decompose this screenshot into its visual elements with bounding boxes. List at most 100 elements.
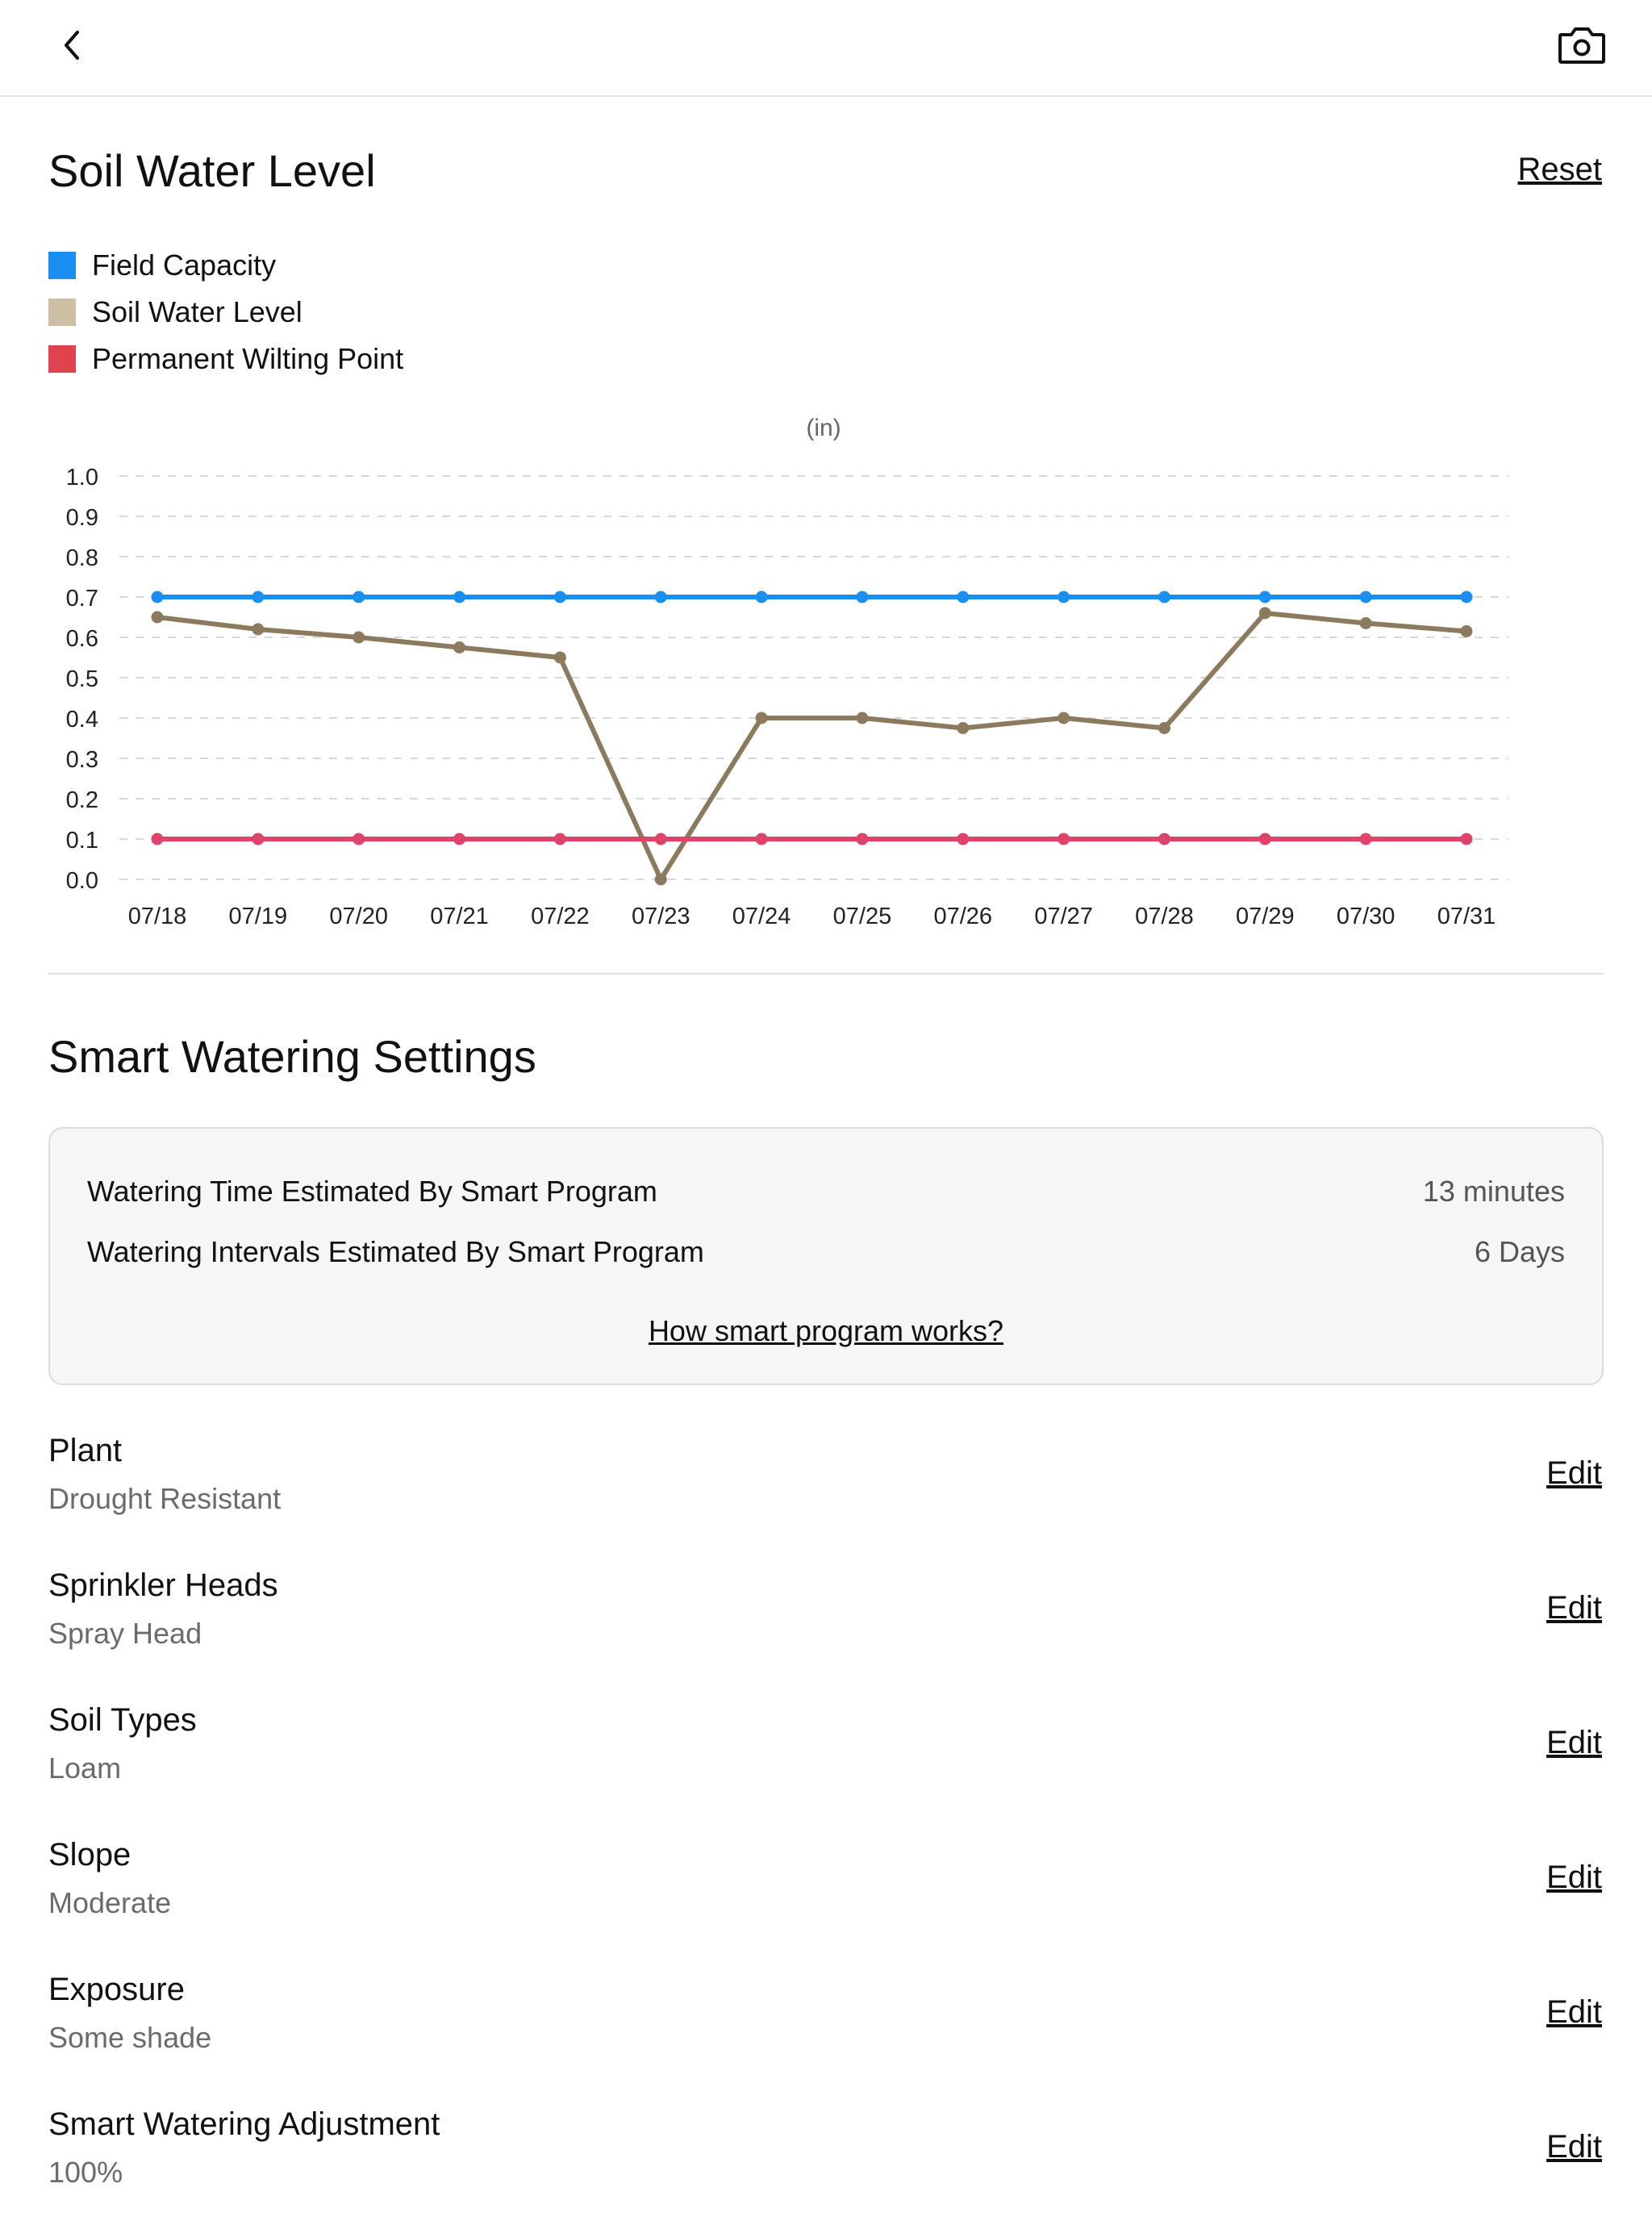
setting-sprinkler-heads: Sprinkler Heads Spray Head Edit [48, 1569, 1604, 1682]
x-tick-label: 07/31 [1437, 904, 1496, 928]
y-tick-label: 0.8 [66, 545, 98, 571]
data-point-field-capacity [151, 591, 164, 603]
data-point-field-capacity [1359, 591, 1372, 603]
y-tick-label: 0.3 [66, 747, 98, 773]
top-bar [0, 0, 1652, 97]
data-point-field-capacity [755, 591, 768, 603]
data-point-soil-water-level [1158, 722, 1170, 734]
data-point-soil-water-level [1058, 712, 1070, 724]
x-tick-label: 07/25 [833, 904, 892, 928]
back-button[interactable] [48, 21, 97, 69]
watering-interval-label: Watering Intervals Estimated By Smart Pr… [87, 1235, 704, 1268]
data-point-soil-water-level [856, 712, 869, 724]
legend-item-permanent-wilting-point: Permanent Wilting Point [48, 336, 403, 382]
x-tick-label: 07/21 [430, 904, 489, 928]
setting-soil-types: Soil Types Loam Edit [48, 1704, 1604, 1817]
data-point-field-capacity [654, 591, 667, 603]
data-point-soil-water-level [957, 722, 970, 734]
watering-interval-value: 6 Days [1474, 1235, 1565, 1268]
legend-label: Field Capacity [92, 248, 277, 282]
data-point-soil-water-level [654, 873, 667, 886]
setting-value: Loam [48, 1751, 122, 1785]
soil-water-chart: (in) 0.0 0.1 0.2 0.3 0.4 0.5 0.6 0.7 0.8 0.9 1.0 07/… [66, 415, 1508, 928]
setting-title: Soil Types [48, 1702, 197, 1738]
setting-smart-watering-adjustment: Smart Watering Adjustment 100% Edit [48, 2108, 1604, 2221]
data-point-permanent-wilting-point [252, 833, 265, 845]
x-tick-label: 07/27 [1034, 904, 1093, 928]
camera-icon[interactable] [1557, 25, 1607, 65]
legend-label: Soil Water Level [92, 295, 302, 328]
setting-value: Moderate [48, 1886, 172, 1919]
data-point-field-capacity [1460, 591, 1473, 603]
data-point-permanent-wilting-point [553, 833, 566, 845]
data-point-field-capacity [353, 591, 365, 603]
data-point-permanent-wilting-point [856, 833, 869, 845]
setting-title: Smart Watering Adjustment [48, 2106, 440, 2142]
data-point-permanent-wilting-point [1460, 833, 1473, 845]
data-point-permanent-wilting-point [453, 833, 466, 845]
data-point-soil-water-level [553, 651, 566, 664]
data-point-soil-water-level [353, 631, 365, 644]
soil-water-level-title: Soil Water Level [48, 145, 376, 196]
data-point-soil-water-level [151, 611, 164, 624]
data-point-soil-water-level [755, 712, 768, 724]
edit-smart-watering-adjustment-button[interactable]: Edit [1546, 2129, 1602, 2165]
y-tick-label: 0.4 [66, 707, 98, 733]
setting-title: Exposure [48, 1972, 185, 2007]
data-point-field-capacity [252, 591, 265, 603]
y-tick-label: 0.0 [66, 868, 98, 894]
data-point-field-capacity [1258, 591, 1271, 603]
data-point-soil-water-level [1359, 617, 1372, 629]
data-point-permanent-wilting-point [353, 833, 365, 845]
data-point-permanent-wilting-point [1258, 833, 1271, 845]
data-point-field-capacity [1058, 591, 1070, 603]
data-point-permanent-wilting-point [654, 833, 667, 845]
how-smart-program-works-link[interactable]: How smart program works? [648, 1314, 1004, 1347]
chevron-left-icon[interactable] [56, 29, 89, 61]
x-tick-label: 07/24 [732, 904, 791, 928]
data-point-permanent-wilting-point [1158, 833, 1170, 845]
edit-soil-types-button[interactable]: Edit [1546, 1725, 1602, 1760]
setting-plant: Plant Drought Resistant Edit [48, 1434, 1604, 1547]
watering-time-label: Watering Time Estimated By Smart Program [87, 1175, 657, 1208]
setting-title: Slope [48, 1837, 131, 1872]
data-point-field-capacity [1158, 591, 1170, 603]
data-point-permanent-wilting-point [957, 833, 970, 845]
edit-plant-button[interactable]: Edit [1546, 1455, 1602, 1491]
smart-program-card: Watering Time Estimated By Smart Program… [48, 1127, 1604, 1385]
data-point-soil-water-level [453, 641, 466, 653]
reset-button[interactable]: Reset [1517, 152, 1603, 187]
edit-slope-button[interactable]: Edit [1546, 1860, 1602, 1895]
setting-title: Sprinkler Heads [48, 1568, 278, 1603]
smart-watering-title: Smart Watering Settings [48, 1031, 536, 1082]
data-point-field-capacity [856, 591, 869, 603]
setting-value: 100% [48, 2156, 123, 2189]
data-point-soil-water-level [252, 623, 265, 636]
data-point-permanent-wilting-point [755, 833, 768, 845]
data-point-permanent-wilting-point [1359, 833, 1372, 845]
data-point-soil-water-level [1460, 625, 1473, 637]
edit-exposure-button[interactable]: Edit [1546, 1994, 1602, 2030]
y-tick-label: 1.0 [66, 465, 98, 491]
y-tick-label: 0.2 [66, 787, 98, 813]
camera-button[interactable] [1554, 19, 1610, 71]
y-tick-label: 0.9 [66, 505, 98, 531]
chart-legend: Field Capacity Soil Water Level Permanen… [48, 242, 403, 382]
section-divider [48, 973, 1604, 975]
x-tick-label: 07/26 [933, 904, 992, 928]
watering-time-value: 13 minutes [1422, 1175, 1565, 1208]
edit-sprinkler-heads-button[interactable]: Edit [1546, 1590, 1602, 1626]
legend-swatch [48, 252, 76, 279]
data-point-field-capacity [957, 591, 970, 603]
setting-value: Spray Head [48, 1617, 202, 1650]
data-point-permanent-wilting-point [151, 833, 164, 845]
legend-swatch [48, 298, 76, 326]
legend-label: Permanent Wilting Point [92, 342, 404, 375]
data-point-soil-water-level [1258, 607, 1271, 620]
legend-item-soil-water-level: Soil Water Level [48, 289, 403, 336]
series-line-soil-water-level [156, 611, 1467, 882]
y-tick-label: 0.6 [66, 626, 98, 652]
x-tick-label: 07/22 [531, 904, 590, 928]
y-tick-label: 0.5 [66, 666, 98, 692]
setting-slope: Slope Moderate Edit [48, 1839, 1604, 1952]
